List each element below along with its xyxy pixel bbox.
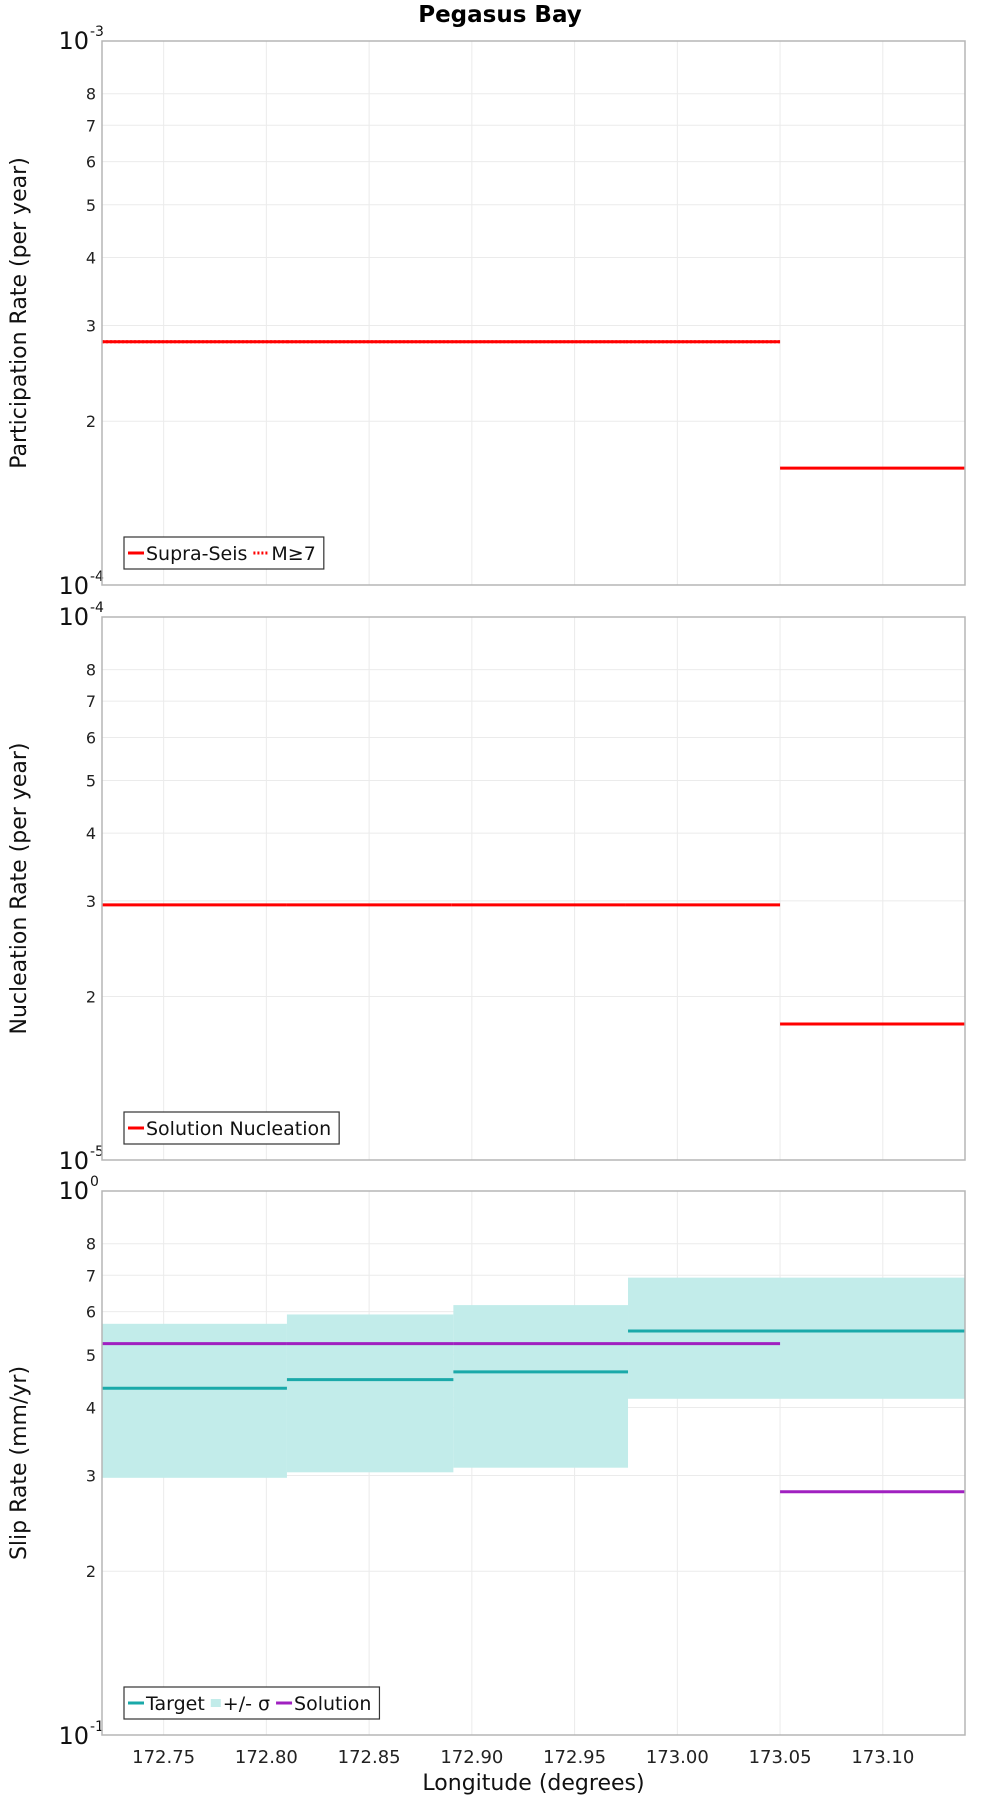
y-tick-label: 2 [86,1562,96,1581]
sigma-band [628,1277,965,1399]
x-tick-label: 172.95 [543,1747,606,1768]
x-tick-label: 172.90 [440,1747,503,1768]
legend-entry-label: M≥7 [271,543,315,565]
y-tick-label: 8 [86,85,96,104]
y-decade-base-label: 10 [58,572,89,600]
legend-entry-label: Target [145,1693,205,1715]
y-decade-base-label: 10 [58,27,89,55]
y-tick-label: 5 [86,196,96,215]
y-tick-label: 3 [86,892,96,911]
y-tick-label: 8 [86,661,96,680]
plot-area [102,41,965,585]
y-decade-base-label: 10 [58,1722,89,1750]
x-tick-label: 172.75 [132,1747,195,1768]
legend: Supra-Seis M≥7 [123,536,325,570]
legend-box [123,536,325,570]
x-tick-label: 173.05 [749,1747,812,1768]
y-decade-exponent-label: -3 [90,24,104,40]
legend-box [123,1686,381,1720]
y-tick-label: 4 [86,1398,96,1417]
y-decade-base-label: 10 [58,603,89,631]
y-tick-label: 6 [86,728,96,747]
y-tick-label: 7 [86,1266,96,1285]
x-tick-label: 173.10 [851,1747,914,1768]
y-tick-label: 4 [86,248,96,267]
x-tick-label: 172.85 [338,1747,401,1768]
legend-entry-label: Solution [294,1693,371,1715]
legend-entry-label: Supra-Seis [146,543,247,565]
legend: Solution Nucleation [123,1111,340,1145]
sigma-band [286,1314,454,1473]
sigma-band [453,1305,629,1468]
y-tick-label: 3 [86,1466,96,1485]
x-tick-label: 173.00 [646,1747,709,1768]
chart-title: Pegasus Bay [418,2,582,28]
legend-entry-label: Solution Nucleation [146,1118,331,1140]
plot-frame [101,40,966,586]
y-decade-exponent-label: -4 [90,569,104,585]
y-tick-label: 6 [86,153,96,172]
y-decade-base-label: 10 [58,1147,89,1175]
legend: Target +/- σ Solution [123,1686,381,1720]
y-tick-label: 8 [86,1235,96,1254]
y-axis-label: Slip Rate (mm/yr) [7,1366,32,1560]
y-decade-exponent-label: -4 [90,600,104,616]
y-axis-label: Nucleation Rate (per year) [7,743,32,1035]
y-tick-label: 4 [86,824,96,843]
sigma-band [102,1323,287,1478]
plot-frame [101,616,966,1161]
y-tick-label: 7 [86,692,96,711]
y-tick-label: 5 [86,1346,96,1365]
y-decade-base-label: 10 [58,1177,89,1205]
legend-box [123,1111,340,1145]
y-decade-exponent-label: -5 [90,1144,104,1160]
legend-entry-label: +/- σ [223,1693,270,1715]
y-tick-label: 2 [86,988,96,1007]
plot-frame [101,1190,966,1736]
y-tick-label: 2 [86,412,96,431]
y-tick-label: 3 [86,316,96,335]
y-tick-label: 7 [86,116,96,135]
y-axis-label: Participation Rate (per year) [7,157,32,469]
y-decade-exponent-label: -1 [90,1719,104,1735]
x-tick-label: 172.80 [235,1747,298,1768]
y-decade-exponent-label: 0 [90,1174,99,1190]
plot-area [102,617,965,1160]
y-tick-label: 5 [86,771,96,790]
y-tick-label: 6 [86,1303,96,1322]
legend-swatch [210,1699,221,1707]
x-axis-label: Longitude (degrees) [422,1771,644,1796]
